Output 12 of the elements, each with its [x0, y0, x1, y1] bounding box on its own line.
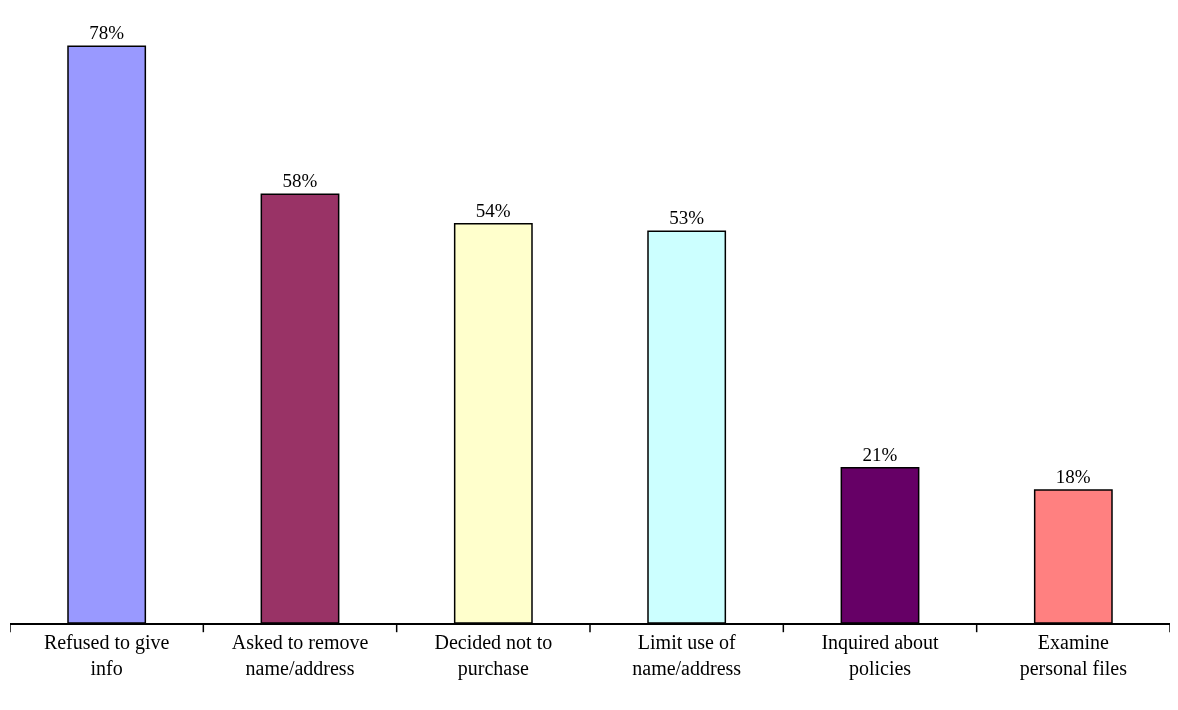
x-tick-label: Inquired about policies — [821, 630, 940, 680]
data-label: 58% — [282, 170, 318, 192]
x-tick-label: Refused to give info — [43, 630, 170, 679]
x-tick-label: Asked to remove name/address — [231, 630, 369, 679]
data-label: 21% — [862, 443, 898, 465]
x-tick-label: Decided not to purchase — [434, 630, 553, 680]
data-label: 53% — [669, 207, 705, 229]
data-label: 54% — [475, 199, 511, 221]
data-label: 18% — [1055, 465, 1091, 487]
data-label: 78% — [89, 22, 125, 44]
x-tick-label: Examine personal files — [1019, 630, 1128, 680]
x-tick-label: Limit use of name/address — [632, 630, 742, 679]
